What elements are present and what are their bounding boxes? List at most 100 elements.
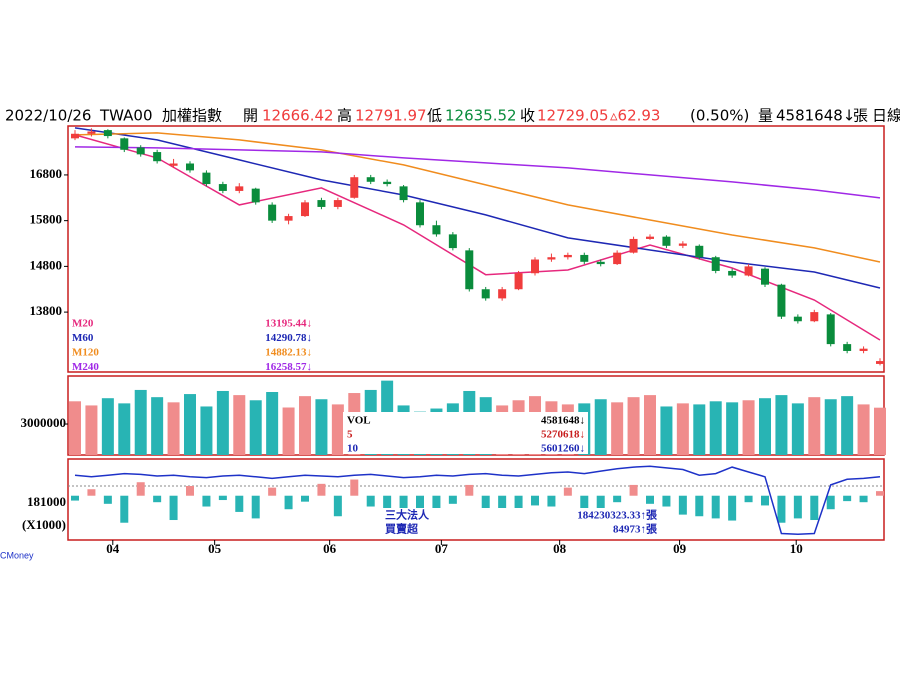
legend-name: M20	[72, 318, 94, 330]
volume-bar	[85, 405, 98, 455]
candle-body	[202, 172, 211, 185]
inst-bar	[547, 495, 556, 507]
volume-bar	[315, 399, 328, 455]
inst-bar	[810, 495, 819, 521]
source: CMoney	[0, 550, 34, 560]
volume-bar	[594, 399, 607, 455]
label: 量	[758, 107, 773, 125]
inst-bar	[235, 495, 244, 512]
panel-frame	[67, 458, 885, 541]
inst-bar	[580, 495, 589, 512]
inst-bar	[103, 495, 112, 504]
x-tick-label: 04	[106, 541, 120, 556]
candle-body	[859, 348, 868, 351]
inst-bar	[695, 495, 704, 517]
candle-body	[186, 163, 194, 171]
inst-bar	[218, 495, 227, 501]
candle-body	[646, 236, 654, 239]
inst-bar	[350, 479, 359, 496]
volume-bar	[841, 396, 854, 455]
y-tick-label: 15800	[30, 212, 63, 227]
candle-body	[596, 261, 605, 265]
volume-bar	[167, 402, 180, 455]
candle-body	[268, 204, 277, 221]
legend-value: 14290.78↓	[265, 332, 312, 344]
volume-bar	[282, 407, 295, 455]
volume-bar	[151, 397, 164, 455]
label: 高	[337, 107, 352, 125]
candle-body	[103, 130, 112, 137]
candle-body	[695, 245, 704, 258]
candle-body	[153, 152, 162, 162]
inst-bar	[481, 495, 490, 519]
candle-body	[284, 216, 293, 221]
volume-bar	[627, 397, 640, 455]
candle-body	[465, 250, 474, 290]
y-tick-label: 16800	[30, 166, 63, 181]
candle-body	[218, 184, 227, 191]
legend-value: 5601260↓	[541, 443, 585, 455]
inst-bar	[284, 495, 293, 510]
candle-body	[514, 273, 523, 290]
inst-bar	[136, 482, 145, 496]
candle-body	[333, 200, 342, 207]
inst-bar	[383, 495, 392, 510]
inst-bar	[120, 495, 129, 523]
inst-bar	[432, 495, 441, 512]
inst-bar	[711, 495, 720, 519]
legend-name: VOL	[347, 415, 371, 427]
volume-bar	[249, 400, 262, 455]
volume-bar	[676, 403, 689, 455]
candle-body	[793, 316, 802, 322]
candle-body	[629, 238, 638, 253]
inst-bar	[87, 489, 96, 496]
inst-bar	[366, 495, 375, 507]
label: 開	[243, 107, 258, 125]
candle-body	[777, 284, 786, 317]
candle-body	[662, 236, 671, 246]
candle-body	[728, 270, 737, 276]
y-tick-label: 14800	[30, 257, 63, 272]
inst-bar	[744, 495, 753, 503]
date: 2022/10/26	[5, 107, 91, 125]
legend-name: 10	[347, 443, 359, 455]
volume-bar	[644, 395, 656, 455]
inst-bar	[333, 495, 342, 517]
label: 低	[427, 107, 442, 125]
inst-bar	[728, 495, 737, 521]
volume-bar	[266, 392, 279, 455]
panel-frame	[67, 125, 885, 373]
change: ▵62.93	[610, 107, 660, 125]
volume-bar	[69, 401, 81, 455]
legend-value: 16258.57↓	[265, 361, 312, 373]
inst-bar	[843, 495, 852, 502]
inst-bar	[678, 495, 687, 515]
x-tick-label: 07	[435, 541, 449, 556]
open: 12666.42	[262, 107, 334, 125]
x-tick-label: 09	[673, 541, 687, 556]
inst-bar	[301, 495, 309, 502]
inst-bar	[514, 495, 523, 511]
legend-value: 14882.13↓	[265, 347, 312, 359]
high: 12791.97	[355, 107, 427, 125]
candle-body	[711, 257, 720, 271]
inst-bar	[498, 495, 507, 514]
close: 12729.05	[537, 107, 609, 125]
candle-body	[761, 268, 769, 285]
volume-bar	[824, 399, 837, 455]
legend-name: 買賣超	[385, 522, 419, 536]
unit: 張	[853, 107, 868, 125]
volume-bar	[134, 389, 147, 455]
header: 2022/10/26 TWA00 加權指數 開 12666.42 高 12791…	[5, 107, 900, 125]
ma-line	[74, 134, 881, 341]
volume-bar	[101, 398, 114, 455]
candle-body	[235, 186, 244, 191]
volume-bar	[299, 396, 311, 455]
candle-body	[531, 259, 539, 274]
name: 加權指數	[162, 107, 222, 125]
candle-body	[71, 133, 79, 139]
inst-bar	[876, 491, 884, 496]
volume-bar	[693, 404, 706, 455]
candle-body	[120, 138, 129, 150]
